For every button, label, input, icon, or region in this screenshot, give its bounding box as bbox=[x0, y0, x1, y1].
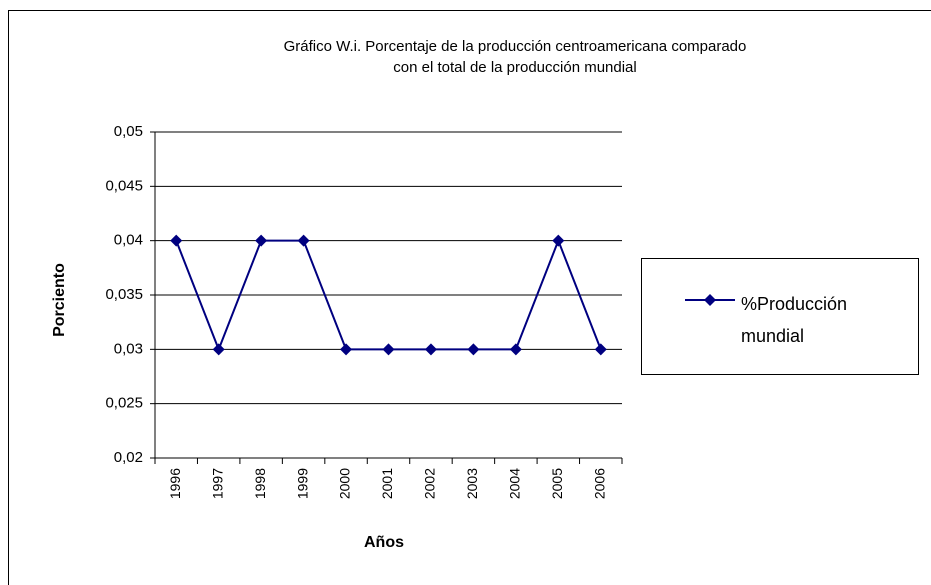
y-tick-label: 0,045 bbox=[105, 177, 143, 194]
marker bbox=[467, 343, 480, 356]
y-tick-label: 0,05 bbox=[114, 123, 143, 140]
x-tick-label: 1996 bbox=[167, 468, 183, 499]
marker bbox=[552, 234, 565, 247]
x-tick-label: 2002 bbox=[422, 468, 438, 499]
y-tick-label: 0,02 bbox=[114, 449, 143, 466]
marker bbox=[255, 234, 268, 247]
marker bbox=[212, 343, 225, 356]
x-axis-label: Años bbox=[364, 534, 404, 551]
x-tick-label: 2005 bbox=[549, 468, 565, 499]
x-tick-label: 2006 bbox=[591, 468, 607, 499]
x-tick-label: 2001 bbox=[379, 468, 395, 499]
y-tick-label: 0,025 bbox=[105, 395, 143, 412]
chart-title: Gráfico W.i. Porcentaje de la producción… bbox=[283, 38, 747, 76]
x-tick-label: 1998 bbox=[252, 468, 268, 499]
marker bbox=[509, 343, 522, 356]
legend-label: %Producción mundial bbox=[741, 294, 848, 346]
marker bbox=[382, 343, 395, 356]
marker bbox=[594, 343, 607, 356]
x-tick-label: 1999 bbox=[294, 468, 310, 499]
x-tick-label: 2000 bbox=[337, 468, 353, 499]
marker bbox=[170, 234, 183, 247]
marker bbox=[340, 343, 353, 356]
marker bbox=[297, 234, 310, 247]
y-tick-label: 0,04 bbox=[114, 232, 143, 249]
x-tick-label: 2004 bbox=[507, 468, 523, 499]
legend-box bbox=[641, 258, 919, 375]
x-tick-label: 2003 bbox=[464, 468, 480, 499]
y-tick-label: 0,035 bbox=[105, 286, 143, 303]
legend-marker bbox=[704, 294, 716, 306]
x-tick-label: 1997 bbox=[209, 468, 225, 499]
y-tick-label: 0,03 bbox=[114, 340, 143, 357]
marker bbox=[424, 343, 437, 356]
y-axis-label: Porciento bbox=[51, 263, 68, 337]
